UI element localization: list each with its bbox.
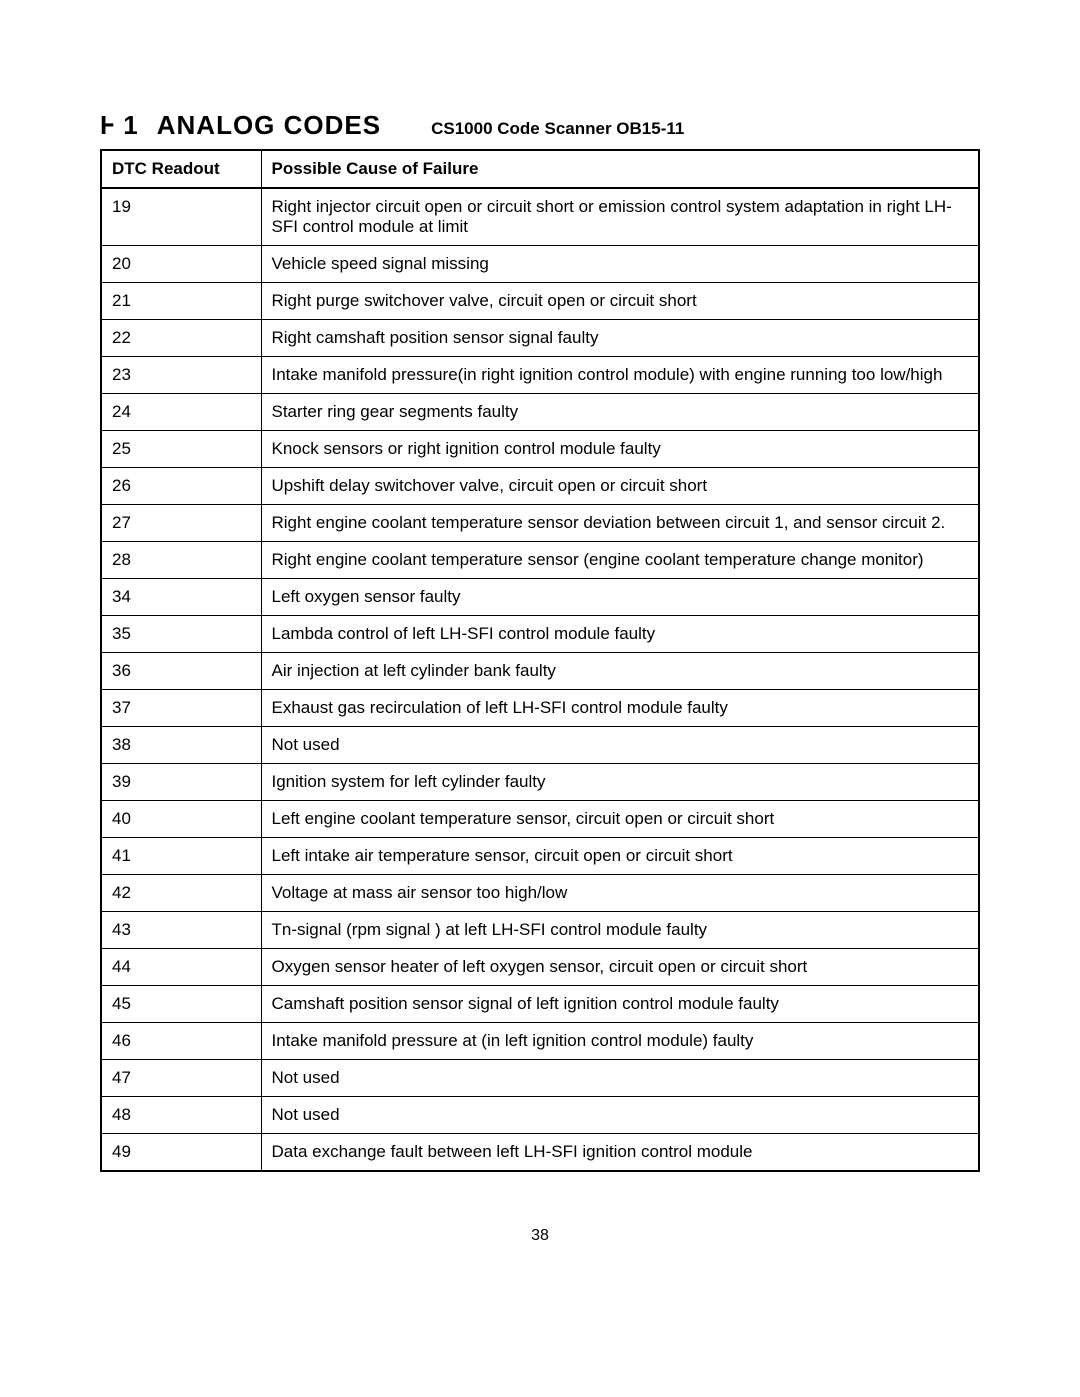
failure-cause: Left oxygen sensor faulty	[261, 579, 979, 616]
dtc-code: 23	[101, 357, 261, 394]
dtc-code: 40	[101, 801, 261, 838]
dtc-code: 21	[101, 283, 261, 320]
failure-cause: Right purge switchover valve, circuit op…	[261, 283, 979, 320]
table-row: 49Data exchange fault between left LH-SF…	[101, 1134, 979, 1172]
table-row: 19Right injector circuit open or circuit…	[101, 188, 979, 246]
table-row: 46Intake manifold pressure at (in left i…	[101, 1023, 979, 1060]
table-row: 26Upshift delay switchover valve, circui…	[101, 468, 979, 505]
failure-cause: Left engine coolant temperature sensor, …	[261, 801, 979, 838]
dtc-code: 41	[101, 838, 261, 875]
dtc-code: 20	[101, 246, 261, 283]
section-id: Ⱶ 1	[100, 110, 139, 141]
table-row: 24Starter ring gear segments faulty	[101, 394, 979, 431]
dtc-code: 24	[101, 394, 261, 431]
dtc-code: 19	[101, 188, 261, 246]
table-row: 36Air injection at left cylinder bank fa…	[101, 653, 979, 690]
table-row: 37Exhaust gas recirculation of left LH-S…	[101, 690, 979, 727]
table-row: 34Left oxygen sensor faulty	[101, 579, 979, 616]
failure-cause: Not used	[261, 1060, 979, 1097]
failure-cause: Upshift delay switchover valve, circuit …	[261, 468, 979, 505]
failure-cause: Voltage at mass air sensor too high/low	[261, 875, 979, 912]
table-row: 28Right engine coolant temperature senso…	[101, 542, 979, 579]
dtc-code: 42	[101, 875, 261, 912]
table-header-row: DTC Readout Possible Cause of Failure	[101, 150, 979, 188]
dtc-code: 37	[101, 690, 261, 727]
failure-cause: Ignition system for left cylinder faulty	[261, 764, 979, 801]
failure-cause: Starter ring gear segments faulty	[261, 394, 979, 431]
failure-cause: Knock sensors or right ignition control …	[261, 431, 979, 468]
table-row: 40Left engine coolant temperature sensor…	[101, 801, 979, 838]
dtc-code: 39	[101, 764, 261, 801]
section-title: ANALOG CODES	[157, 110, 381, 141]
dtc-code: 43	[101, 912, 261, 949]
dtc-code: 47	[101, 1060, 261, 1097]
failure-cause: Left intake air temperature sensor, circ…	[261, 838, 979, 875]
dtc-code: 46	[101, 1023, 261, 1060]
page-number: 38	[100, 1227, 980, 1245]
table-row: 27Right engine coolant temperature senso…	[101, 505, 979, 542]
dtc-code: 25	[101, 431, 261, 468]
dtc-code: 27	[101, 505, 261, 542]
failure-cause: Oxygen sensor heater of left oxygen sens…	[261, 949, 979, 986]
col-header-cause: Possible Cause of Failure	[261, 150, 979, 188]
table-row: 25Knock sensors or right ignition contro…	[101, 431, 979, 468]
failure-cause: Air injection at left cylinder bank faul…	[261, 653, 979, 690]
failure-cause: Right engine coolant temperature sensor …	[261, 505, 979, 542]
table-row: 22Right camshaft position sensor signal …	[101, 320, 979, 357]
dtc-code: 22	[101, 320, 261, 357]
dtc-code: 35	[101, 616, 261, 653]
table-row: 48Not used	[101, 1097, 979, 1134]
dtc-code: 34	[101, 579, 261, 616]
table-row: 35Lambda control of left LH-SFI control …	[101, 616, 979, 653]
table-row: 44Oxygen sensor heater of left oxygen se…	[101, 949, 979, 986]
failure-cause: Not used	[261, 727, 979, 764]
table-row: 21Right purge switchover valve, circuit …	[101, 283, 979, 320]
table-row: 38Not used	[101, 727, 979, 764]
col-header-dtc: DTC Readout	[101, 150, 261, 188]
document-page: Ⱶ 1 ANALOG CODES CS1000 Code Scanner OB1…	[0, 0, 1080, 1285]
table-row: 23Intake manifold pressure(in right igni…	[101, 357, 979, 394]
dtc-code: 48	[101, 1097, 261, 1134]
failure-cause: Lambda control of left LH-SFI control mo…	[261, 616, 979, 653]
failure-cause: Right injector circuit open or circuit s…	[261, 188, 979, 246]
table-row: 45Camshaft position sensor signal of lef…	[101, 986, 979, 1023]
failure-cause: Exhaust gas recirculation of left LH-SFI…	[261, 690, 979, 727]
dtc-code: 45	[101, 986, 261, 1023]
failure-cause: Right engine coolant temperature sensor …	[261, 542, 979, 579]
failure-cause: Intake manifold pressure at (in left ign…	[261, 1023, 979, 1060]
failure-cause: Vehicle speed signal missing	[261, 246, 979, 283]
table-row: 43Tn-signal (rpm signal ) at left LH-SFI…	[101, 912, 979, 949]
dtc-code: 49	[101, 1134, 261, 1172]
section-subtitle: CS1000 Code Scanner OB15-11	[431, 119, 684, 139]
failure-cause: Data exchange fault between left LH-SFI …	[261, 1134, 979, 1172]
failure-cause: Intake manifold pressure(in right igniti…	[261, 357, 979, 394]
failure-cause: Not used	[261, 1097, 979, 1134]
failure-cause: Tn-signal (rpm signal ) at left LH-SFI c…	[261, 912, 979, 949]
codes-table: DTC Readout Possible Cause of Failure 19…	[100, 149, 980, 1172]
table-row: 39Ignition system for left cylinder faul…	[101, 764, 979, 801]
page-header: Ⱶ 1 ANALOG CODES CS1000 Code Scanner OB1…	[100, 110, 980, 141]
failure-cause: Camshaft position sensor signal of left …	[261, 986, 979, 1023]
dtc-code: 28	[101, 542, 261, 579]
dtc-code: 36	[101, 653, 261, 690]
table-row: 20Vehicle speed signal missing	[101, 246, 979, 283]
table-row: 42Voltage at mass air sensor too high/lo…	[101, 875, 979, 912]
failure-cause: Right camshaft position sensor signal fa…	[261, 320, 979, 357]
table-row: 41Left intake air temperature sensor, ci…	[101, 838, 979, 875]
dtc-code: 44	[101, 949, 261, 986]
dtc-code: 38	[101, 727, 261, 764]
table-row: 47Not used	[101, 1060, 979, 1097]
dtc-code: 26	[101, 468, 261, 505]
